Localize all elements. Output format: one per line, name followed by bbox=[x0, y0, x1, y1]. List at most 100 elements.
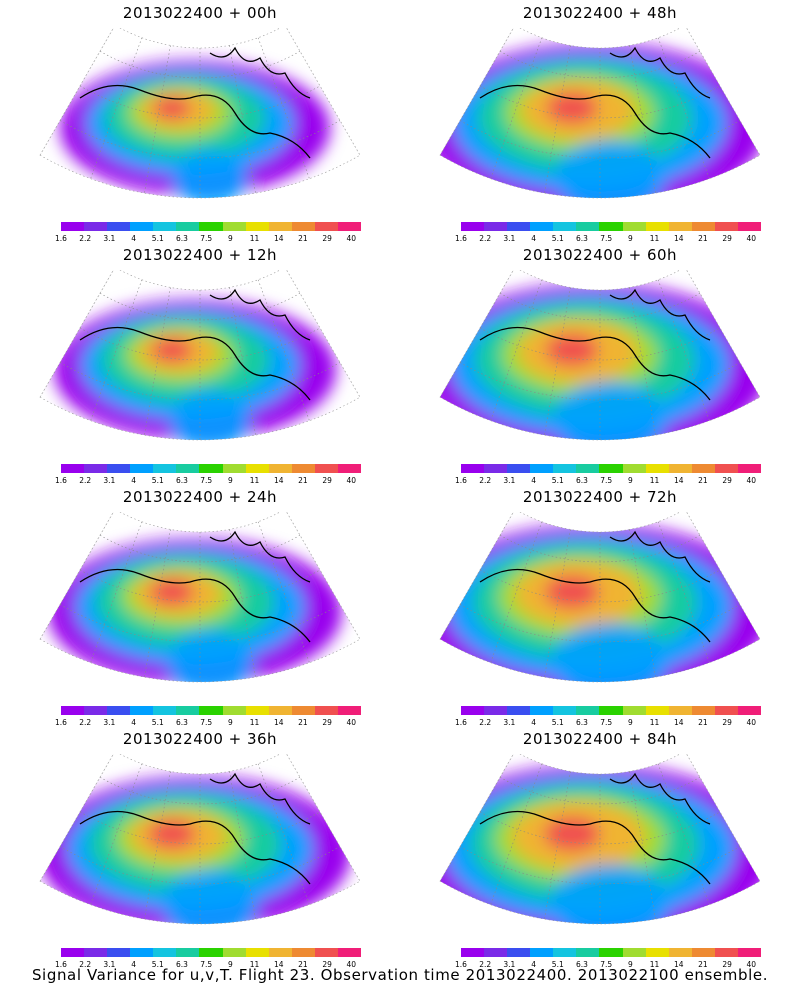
colorbar-label: 21 bbox=[698, 960, 708, 969]
colorbar-swatch bbox=[668, 222, 692, 231]
colorbar-swatch bbox=[61, 222, 85, 231]
colorbar-swatch bbox=[314, 464, 338, 473]
colorbar-label: 3.1 bbox=[103, 476, 116, 485]
colorbar-label: 9 bbox=[627, 476, 633, 485]
colorbar-label: 5.1 bbox=[551, 234, 564, 243]
colorbar-label: 21 bbox=[298, 960, 308, 969]
colorbar bbox=[61, 222, 362, 231]
colorbar-label: 7.5 bbox=[200, 960, 213, 969]
colorbar-swatch bbox=[107, 464, 131, 473]
colorbar-swatch bbox=[484, 222, 508, 231]
colorbar-label: 3.1 bbox=[503, 960, 516, 969]
coastline bbox=[479, 326, 711, 401]
colorbar-swatch bbox=[61, 948, 85, 957]
colorbar-swatch bbox=[576, 706, 600, 715]
colorbar-labels: 1.6 2.2 3.1 4 5.1 6.3 7.5 9 11 14 21 29 40 bbox=[55, 476, 361, 486]
colorbar-label: 7.5 bbox=[600, 234, 613, 243]
colorbar-swatch bbox=[576, 464, 600, 473]
colorbar-swatch bbox=[199, 948, 223, 957]
colorbar-labels: 1.6 2.2 3.1 4 5.1 6.3 7.5 9 11 14 21 29 40 bbox=[55, 718, 361, 728]
colorbar-swatch bbox=[599, 706, 623, 715]
colorbar-label: 14 bbox=[273, 718, 284, 727]
colorbar-swatch bbox=[268, 706, 292, 715]
colorbar-label: 5.1 bbox=[551, 960, 564, 969]
colorbar-label: 40 bbox=[746, 234, 757, 243]
colorbar-swatch bbox=[222, 948, 246, 957]
colorbar-label: 3.1 bbox=[503, 234, 516, 243]
variance-contour bbox=[172, 149, 248, 199]
colorbar-label: 2.2 bbox=[479, 960, 492, 969]
colorbar-label: 11 bbox=[249, 960, 260, 969]
colorbar-swatch bbox=[199, 706, 223, 715]
colorbar-labels: 1.6 2.2 3.1 4 5.1 6.3 7.5 9 11 14 21 29 40 bbox=[455, 476, 761, 486]
colorbar-swatch bbox=[645, 464, 669, 473]
colorbar-label: 7.5 bbox=[200, 718, 213, 727]
colorbar-swatch bbox=[314, 706, 338, 715]
colorbar-swatch bbox=[337, 706, 362, 715]
colorbar-swatch bbox=[530, 222, 554, 231]
colorbar-swatch bbox=[84, 706, 108, 715]
colorbar-swatch bbox=[553, 706, 577, 715]
map-plot bbox=[39, 28, 361, 199]
panel-title: 2013022400 + 00h bbox=[122, 4, 278, 22]
colorbar-label: 7.5 bbox=[600, 476, 613, 485]
colorbar-label: 1.6 bbox=[455, 234, 467, 243]
colorbar-swatch bbox=[268, 222, 292, 231]
colorbar-label: 4 bbox=[131, 960, 136, 969]
colorbar-label: 21 bbox=[298, 234, 308, 243]
colorbar-swatch bbox=[61, 464, 85, 473]
colorbar-swatch bbox=[737, 222, 762, 231]
colorbar-swatch bbox=[176, 706, 200, 715]
colorbar-label: 6.3 bbox=[175, 476, 188, 485]
colorbar-label: 5.1 bbox=[151, 718, 164, 727]
colorbar-label: 1.6 bbox=[455, 960, 467, 969]
variance-contour bbox=[553, 381, 667, 441]
colorbar-label: 1.6 bbox=[455, 718, 467, 727]
colorbar-label: 2.2 bbox=[79, 960, 92, 969]
colorbar-swatch bbox=[245, 948, 269, 957]
coastline bbox=[609, 772, 711, 825]
colorbar-label: 1.6 bbox=[55, 960, 67, 969]
colorbar-swatch bbox=[314, 948, 338, 957]
colorbar-swatch bbox=[530, 464, 554, 473]
colorbar-label: 40 bbox=[346, 476, 357, 485]
colorbar-label: 3.1 bbox=[103, 960, 116, 969]
colorbar-swatch bbox=[176, 948, 200, 957]
colorbar-label: 29 bbox=[322, 234, 332, 243]
colorbar-swatch bbox=[199, 464, 223, 473]
colorbar-swatch bbox=[291, 948, 315, 957]
colorbar-swatch bbox=[691, 948, 715, 957]
colorbar-swatch bbox=[130, 222, 154, 231]
coastline bbox=[479, 568, 711, 643]
colorbar-swatch bbox=[153, 706, 177, 715]
colorbar-label: 14 bbox=[673, 960, 684, 969]
map-plot bbox=[39, 512, 361, 683]
colorbar-label: 21 bbox=[698, 476, 708, 485]
colorbar-label: 11 bbox=[249, 476, 260, 485]
figure-caption: Signal Variance for u,v,T. Flight 23. Ob… bbox=[31, 966, 769, 984]
variance-contour bbox=[153, 96, 191, 120]
coastline bbox=[479, 810, 711, 885]
colorbar-label: 4 bbox=[531, 960, 536, 969]
map-panel: 2013022400 + 60h 1.6 2.2 3.1 4 5.1 6.3 7.5 9 11 14… bbox=[400, 242, 800, 489]
colorbar-swatch bbox=[737, 948, 762, 957]
colorbar-label: 6.3 bbox=[175, 960, 188, 969]
map-plot bbox=[439, 512, 761, 683]
colorbar-label: 7.5 bbox=[600, 718, 613, 727]
variance-contour bbox=[151, 337, 193, 363]
colorbar-swatch bbox=[461, 222, 485, 231]
colorbar-swatch bbox=[176, 464, 200, 473]
panel-title: 2013022400 + 60h bbox=[522, 246, 678, 264]
colorbar-swatch bbox=[645, 948, 669, 957]
variance-contour bbox=[554, 140, 666, 199]
panel-title: 2013022400 + 36h bbox=[122, 730, 278, 748]
colorbar-labels: 1.6 2.2 3.1 4 5.1 6.3 7.5 9 11 14 21 29 40 bbox=[55, 234, 361, 244]
variance-contour bbox=[546, 92, 598, 124]
colorbar-swatch bbox=[599, 222, 623, 231]
colorbar-label: 1.6 bbox=[55, 718, 67, 727]
colorbar-swatch bbox=[222, 464, 246, 473]
coastline bbox=[479, 84, 711, 159]
colorbar-label: 21 bbox=[698, 718, 708, 727]
colorbar-label: 1.6 bbox=[55, 234, 67, 243]
coastline bbox=[609, 288, 711, 341]
